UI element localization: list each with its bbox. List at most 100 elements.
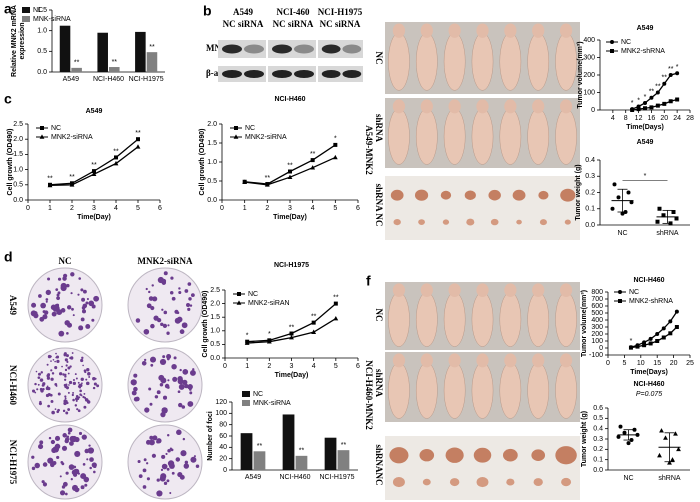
mouse-head	[448, 283, 461, 297]
colony	[170, 448, 174, 452]
y-tick-label: 0.0	[37, 69, 47, 76]
tumor	[440, 190, 452, 200]
marker	[668, 73, 673, 77]
colony	[70, 478, 73, 481]
marker	[661, 326, 666, 331]
mouse	[415, 108, 438, 165]
colony	[54, 435, 61, 442]
mouse-head	[476, 99, 489, 114]
y-tick-label: 600	[591, 303, 603, 310]
y-tick-label: 0	[223, 467, 227, 474]
legend-label: MNK2-siRNA	[245, 134, 287, 141]
legend-marker	[40, 126, 44, 130]
marker	[620, 211, 625, 216]
y-tick-label: 0.1	[593, 457, 603, 464]
colony	[181, 322, 188, 329]
colony	[161, 463, 168, 470]
bar	[324, 437, 337, 470]
colony	[78, 431, 83, 436]
colony	[71, 469, 78, 476]
colony	[85, 301, 89, 305]
blot-band	[222, 44, 242, 54]
x-tick-label: 4	[114, 205, 118, 212]
colony	[154, 395, 159, 399]
blot-band	[342, 44, 362, 54]
blot-band	[321, 70, 341, 78]
marker	[626, 441, 631, 446]
colony	[65, 354, 69, 358]
legend-label: NC	[629, 289, 639, 296]
column-label: NC	[59, 256, 72, 266]
marker	[618, 424, 623, 429]
y-axis-label: expression	[19, 23, 26, 60]
y-tick-label: 1.5	[13, 151, 23, 158]
colony	[178, 402, 183, 408]
significance-label: **	[333, 294, 339, 301]
colony	[47, 457, 54, 464]
y-tick-label: 0	[591, 107, 595, 114]
colony	[89, 457, 94, 462]
colony	[66, 360, 69, 363]
mouse-head	[448, 353, 461, 368]
colony	[159, 383, 164, 387]
colony	[156, 318, 162, 323]
group-label: A549-MNK2	[364, 125, 374, 175]
y-axis-label: Cell growth (OD490)	[199, 129, 206, 196]
y-axis-label: Tumor volume(mm³)	[581, 290, 588, 357]
y-axis-label: Tumor weight (g)	[575, 164, 582, 220]
marker	[661, 335, 666, 340]
colony	[40, 371, 43, 374]
lane-label: NC siRNA	[273, 19, 314, 29]
row-label: NC	[374, 52, 384, 65]
colony	[77, 472, 81, 475]
marker	[663, 435, 668, 440]
x-tick-label: NC	[623, 475, 633, 482]
marker	[629, 200, 634, 205]
colony	[46, 385, 49, 388]
colony	[143, 328, 150, 335]
mouse-head	[532, 23, 545, 38]
colony	[31, 466, 36, 471]
tumor	[466, 218, 475, 226]
y-axis-label: Tumor volume(mm³)	[577, 41, 584, 108]
colony	[75, 377, 78, 380]
colony	[50, 399, 54, 403]
bar	[109, 67, 120, 72]
marker	[288, 169, 292, 174]
mouse	[443, 291, 466, 347]
colony	[88, 376, 91, 378]
colony	[181, 405, 186, 409]
colony	[65, 383, 68, 386]
bar	[146, 52, 158, 72]
colony	[65, 471, 69, 475]
legend-marker	[237, 292, 241, 296]
row-label: shRNA	[374, 114, 384, 143]
chart-title: A549	[637, 139, 654, 146]
cell-line-label: NCI-H1975	[318, 7, 363, 17]
bar	[59, 25, 71, 73]
x-axis-label: Time(Days)	[630, 369, 668, 376]
mouse	[443, 32, 466, 91]
x-tick-label: 12	[635, 115, 643, 122]
colony	[170, 276, 174, 280]
bar	[282, 414, 295, 470]
colony	[151, 284, 154, 287]
colony	[64, 397, 67, 400]
legend-label: MNK2-shRNA	[621, 48, 665, 55]
colony	[133, 396, 139, 402]
mouse-head	[392, 99, 406, 114]
tumor	[445, 447, 464, 463]
row-label: shRNA NC	[374, 184, 384, 227]
colony	[80, 377, 84, 381]
colony	[58, 372, 63, 376]
significance-label: *	[644, 173, 647, 180]
colony	[142, 485, 147, 489]
colony	[138, 474, 143, 479]
colony	[64, 437, 70, 442]
colony	[189, 304, 193, 307]
colony	[80, 317, 85, 322]
colony	[56, 296, 60, 301]
tumor	[449, 478, 460, 487]
colony	[50, 360, 52, 362]
colony	[67, 408, 71, 411]
